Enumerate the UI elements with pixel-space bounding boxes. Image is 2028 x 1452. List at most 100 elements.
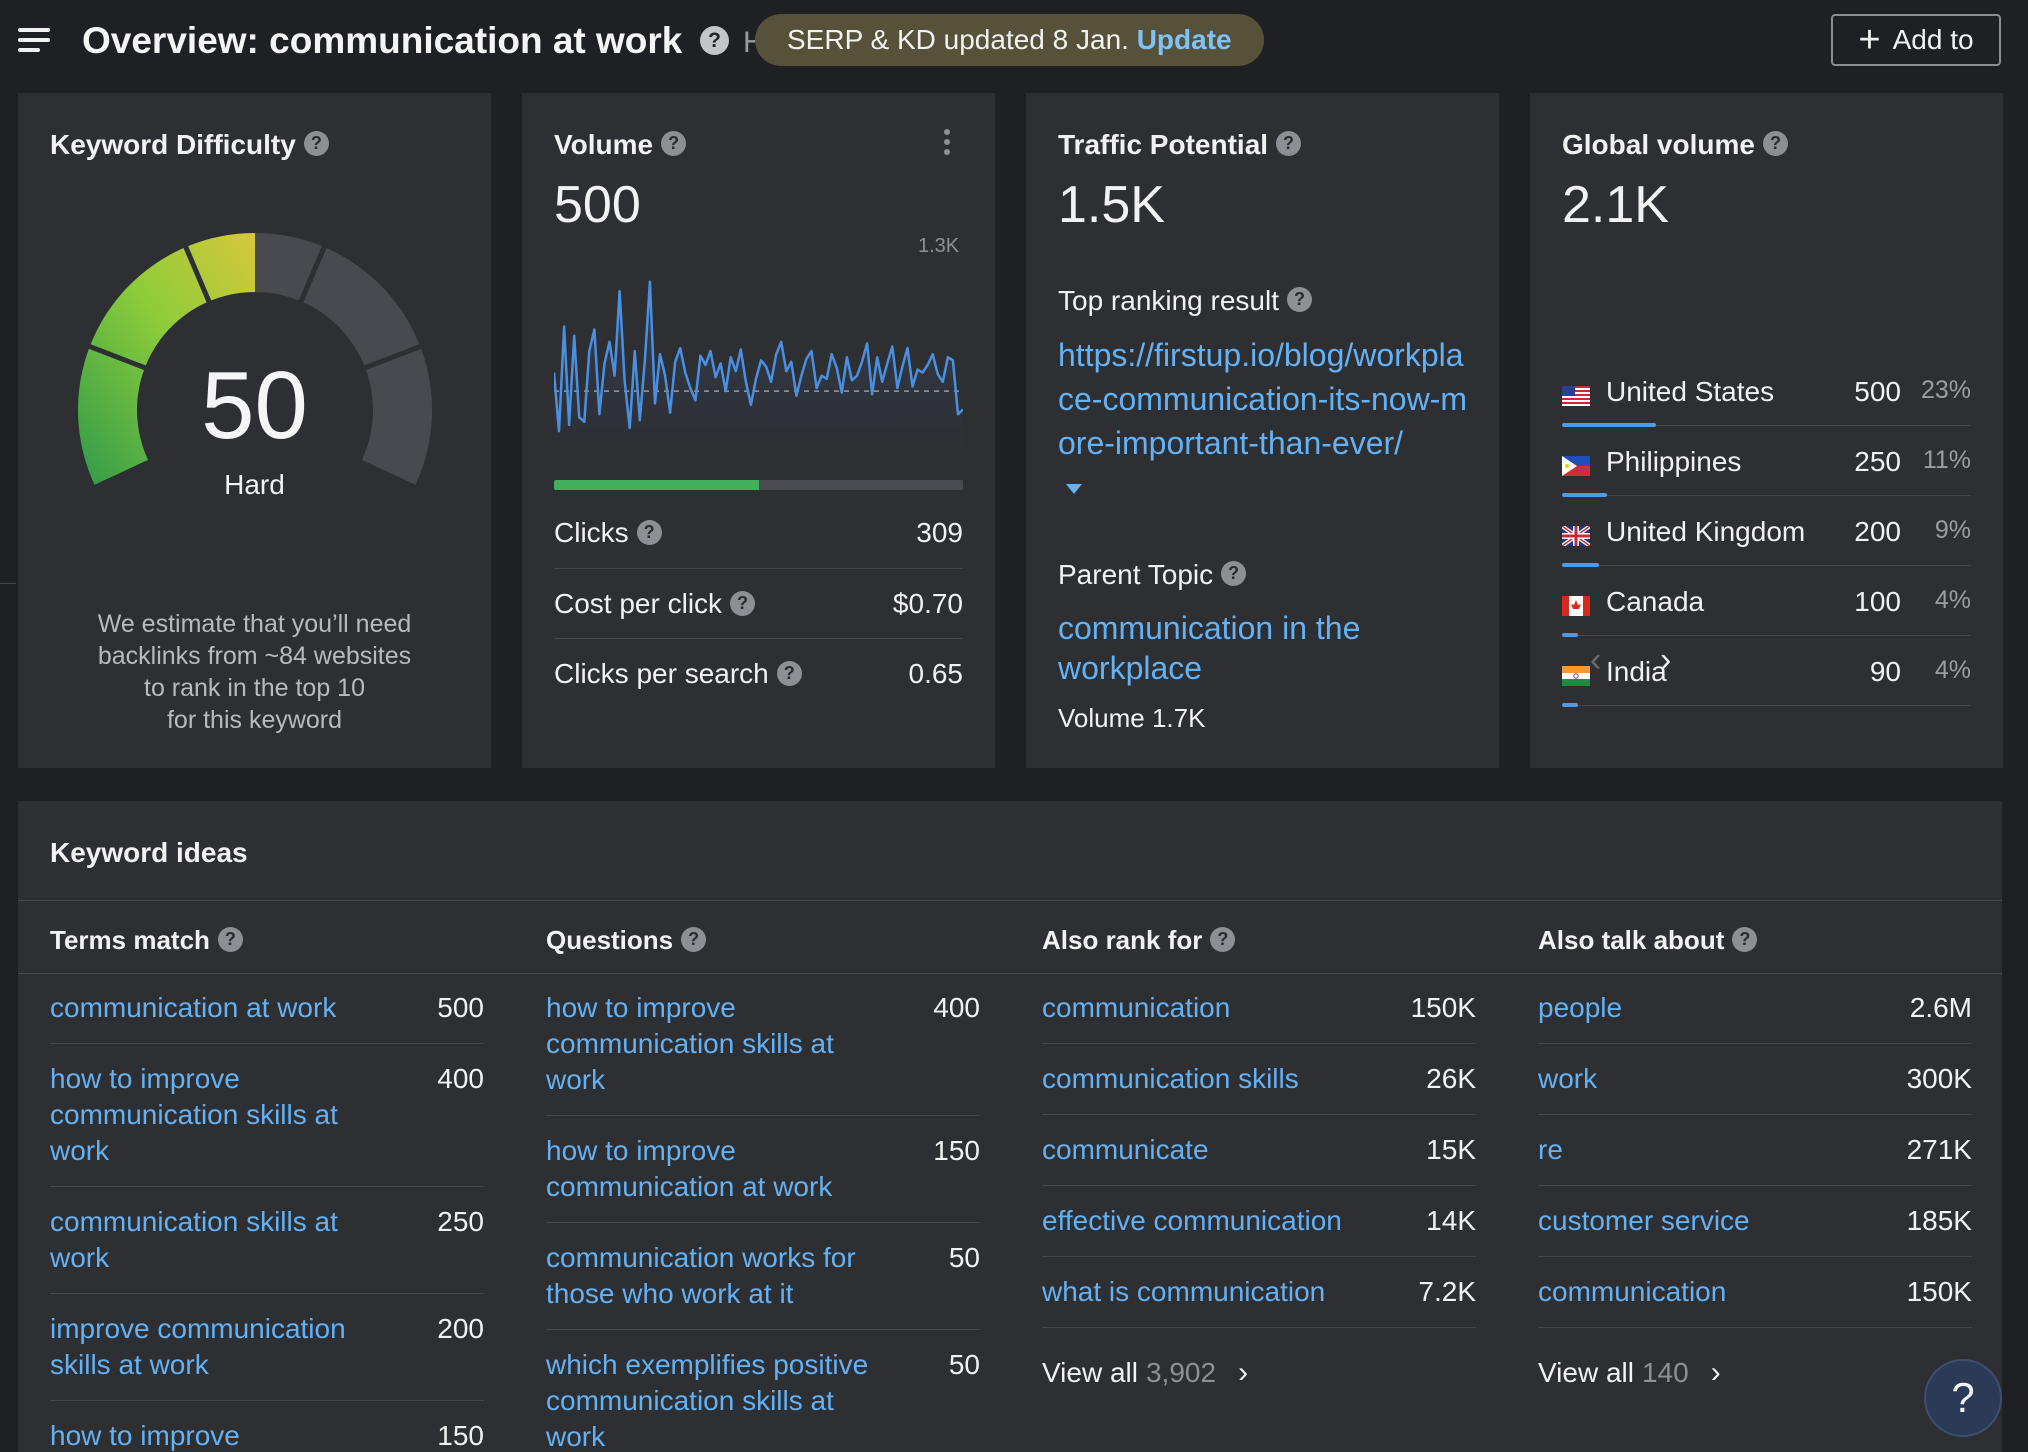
- toast-update-link[interactable]: Update: [1136, 24, 1232, 55]
- keyword-link[interactable]: which exemplifies positive communication…: [546, 1349, 869, 1452]
- keyword-link[interactable]: communication skills at work: [50, 1206, 338, 1273]
- help-icon[interactable]: ?: [1210, 926, 1236, 952]
- gauge-segment-divider: [298, 244, 328, 305]
- metric-label: Clicks: [554, 517, 629, 548]
- keyword-link[interactable]: improve communication skills at work: [50, 1313, 346, 1380]
- keyword-list: how to improve communication skills at w…: [546, 973, 980, 1452]
- help-icon[interactable]: ?: [1276, 131, 1302, 157]
- country-row[interactable]: Philippines 250 11%: [1562, 426, 1971, 497]
- country-row[interactable]: Canada 100 4%: [1562, 566, 1971, 637]
- ideas-column-questions: Questions? how to improve communication s…: [546, 901, 980, 1452]
- keyword-volume: 150K: [1410, 992, 1476, 1023]
- column-title-text: Also rank for: [1042, 925, 1203, 955]
- parent-topic-link[interactable]: communication in the workplace: [1058, 610, 1361, 686]
- metric-value: 309: [916, 517, 963, 548]
- metric-row-cpc: Cost per click? $0.70: [554, 568, 963, 638]
- help-chat-button[interactable]: ?: [1924, 1359, 2002, 1437]
- help-icon[interactable]: ?: [1762, 131, 1788, 157]
- flag-ca-icon: [1562, 591, 1590, 616]
- keyword-link[interactable]: people: [1538, 992, 1623, 1023]
- keyword-link[interactable]: communication works for those who work a…: [546, 1242, 856, 1309]
- gauge-empty-arc: [255, 233, 433, 485]
- keyword-row: people 2.6M: [1538, 973, 1972, 1044]
- help-icon[interactable]: ?: [730, 590, 756, 616]
- country-share: 9%: [1934, 516, 1971, 544]
- chevron-right-icon: ›: [1238, 1356, 1249, 1389]
- chevron-right-icon[interactable]: ›: [1660, 641, 1672, 679]
- keyword-link[interactable]: how to improve communication skills at w…: [546, 992, 834, 1095]
- ideas-column-also-talk-about: Also talk about? people 2.6M work 300K re 271K…: [1538, 901, 1972, 1390]
- kd-note-line: to rank in the top 10: [144, 674, 365, 702]
- edge-divider: [0, 583, 16, 584]
- keyword-list: people 2.6M work 300K re 271K customer service…: [1538, 973, 1972, 1328]
- top-ranking-url[interactable]: https://firstup.io/blog/workplace-commun…: [1058, 337, 1467, 461]
- card-title: Global volume?: [1562, 129, 1788, 161]
- help-icon[interactable]: ?: [700, 26, 729, 55]
- keyword-link[interactable]: how to improve communication skills at w…: [50, 1063, 338, 1166]
- metric-row-cps: Clicks per search? 0.65: [554, 638, 963, 708]
- help-icon[interactable]: ?: [217, 926, 243, 952]
- keyword-link[interactable]: communicate: [1042, 1134, 1209, 1165]
- help-icon[interactable]: ?: [681, 926, 707, 952]
- kd-note-line: for this keyword: [166, 706, 343, 734]
- update-toast: SERP & KD updated 8 Jan. Update: [755, 14, 1264, 66]
- help-icon[interactable]: ?: [1732, 926, 1758, 952]
- kd-note-line: backlinks from ~84 websites: [97, 642, 412, 670]
- keyword-row: how to improve 150: [50, 1401, 484, 1452]
- global-volume-value: 2.1K: [1562, 176, 1669, 234]
- keyword-volume: 150: [437, 1420, 484, 1451]
- keyword-volume: 400: [437, 1063, 484, 1094]
- view-all-link[interactable]: View all 140 ›: [1538, 1328, 1972, 1390]
- country-row[interactable]: United Kingdom 200 9%: [1560, 496, 1971, 567]
- traffic-value: 1.5K: [1058, 176, 1165, 234]
- flag-in-icon: [1562, 661, 1590, 686]
- keyword-link[interactable]: work: [1538, 1063, 1598, 1094]
- metric-label: Cost per click: [554, 587, 723, 619]
- country-share-bar: [1562, 703, 1578, 707]
- keyword-row: how to improve communication at work 150: [546, 1116, 980, 1223]
- keyword-link[interactable]: communication at work: [50, 992, 337, 1023]
- column-title-text: Terms match: [50, 925, 210, 955]
- hamburger-menu-icon[interactable]: [18, 28, 50, 54]
- toast-text: SERP & KD updated 8 Jan.: [787, 24, 1129, 55]
- difficulty-gauge: [77, 233, 433, 485]
- keyword-link[interactable]: communication: [1538, 1276, 1727, 1307]
- view-all-label: View all: [1538, 1357, 1634, 1388]
- keyword-volume: 50: [948, 1349, 980, 1380]
- kd-score: 50: [201, 352, 308, 459]
- view-all-link[interactable]: View all 3,902 ›: [1042, 1328, 1476, 1390]
- help-icon[interactable]: ?: [1287, 287, 1313, 313]
- metric-label: Clicks per search: [554, 657, 769, 689]
- country-name: India: [1606, 656, 1667, 687]
- help-icon[interactable]: ?: [776, 660, 802, 686]
- label-text: Parent Topic: [1058, 559, 1214, 590]
- parent-topic-volume: Volume 1.7K: [1058, 703, 1206, 733]
- help-icon[interactable]: ?: [636, 520, 662, 546]
- country-name: United Kingdom: [1606, 516, 1806, 547]
- country-row[interactable]: United States 500 23%: [1562, 356, 1971, 427]
- add-to-button[interactable]: + Add to: [1831, 14, 2001, 66]
- keyword-ideas-panel: Keyword ideas Terms match? communication …: [18, 801, 2002, 1452]
- column-title: Also rank for?: [1042, 901, 1476, 973]
- gauge-segment-divider: [362, 343, 424, 371]
- divider: [18, 900, 2002, 901]
- keyword-link[interactable]: customer service: [1538, 1205, 1750, 1236]
- keyword-link[interactable]: how to improve communication at work: [546, 1135, 833, 1202]
- keyword-volume: 185K: [1906, 1205, 1972, 1236]
- keyword-link[interactable]: effective communication: [1042, 1205, 1342, 1236]
- keyword-volume: 400: [933, 992, 980, 1023]
- keyword-link[interactable]: communication skills: [1042, 1063, 1299, 1094]
- chevron-left-icon[interactable]: ‹: [1590, 641, 1602, 679]
- caret-down-icon[interactable]: [1066, 484, 1082, 494]
- help-icon[interactable]: ?: [303, 131, 329, 157]
- keyword-link[interactable]: re: [1538, 1134, 1563, 1165]
- help-icon[interactable]: ?: [1221, 561, 1247, 587]
- keyword-link[interactable]: what is communication: [1042, 1276, 1326, 1307]
- top-ranking-label: Top ranking result?: [1058, 285, 1313, 317]
- help-icon[interactable]: ?: [661, 131, 687, 157]
- keyword-link[interactable]: how to improve: [50, 1420, 240, 1451]
- more-options-icon[interactable]: [942, 129, 952, 159]
- country-row[interactable]: India 90 4%: [1562, 636, 1971, 707]
- keyword-link[interactable]: communication: [1042, 992, 1231, 1023]
- keyword-list: communication at work 500 how to improve c…: [50, 973, 484, 1452]
